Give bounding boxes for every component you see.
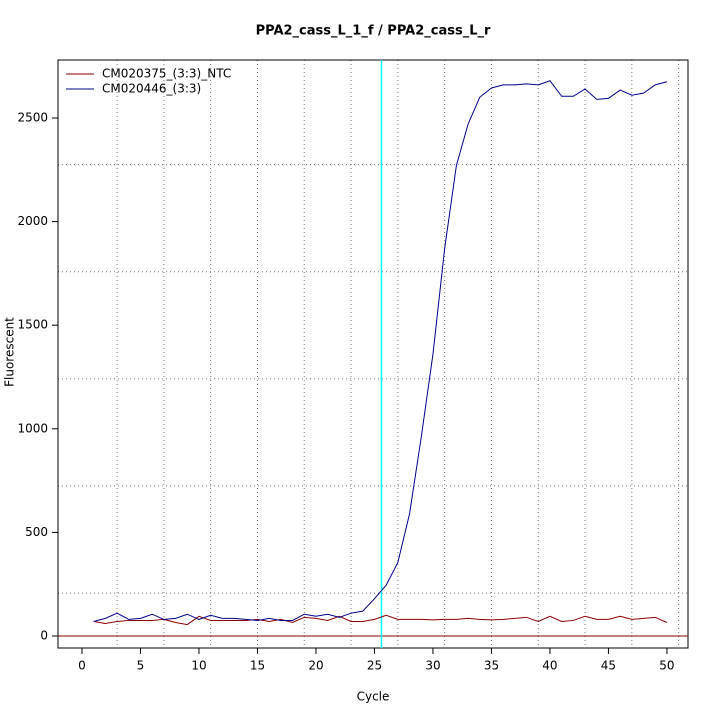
y-tick-label: 0 xyxy=(40,628,48,642)
x-tick-label: 10 xyxy=(191,659,206,673)
x-tick-label: 35 xyxy=(484,659,499,673)
x-tick-label: 20 xyxy=(308,659,323,673)
x-tick-label: 5 xyxy=(137,659,145,673)
series-line xyxy=(93,614,668,626)
x-tick-label: 0 xyxy=(78,659,86,673)
legend-label: CM020375_(3:3)_NTC xyxy=(102,67,231,81)
chart-title: PPA2_cass_L_1_f / PPA2_cass_L_r xyxy=(256,24,491,39)
y-tick-label: 2500 xyxy=(17,111,48,125)
x-tick-label: 40 xyxy=(542,659,557,673)
y-tick-label: 1500 xyxy=(17,318,48,332)
y-tick-label: 500 xyxy=(25,525,48,539)
x-tick-label: 45 xyxy=(601,659,616,673)
x-axis-label: Cycle xyxy=(357,690,390,704)
x-tick-label: 30 xyxy=(425,659,440,673)
series-line xyxy=(93,80,668,622)
x-tick-label: 25 xyxy=(367,659,382,673)
plot-frame xyxy=(57,59,689,649)
x-tick-label: 50 xyxy=(659,659,674,673)
legend-label: CM020446_(3:3) xyxy=(102,82,201,96)
x-tick-label: 15 xyxy=(250,659,265,673)
y-tick-label: 2000 xyxy=(17,214,48,228)
y-tick-label: 1000 xyxy=(17,421,48,435)
y-axis-label: Fluorescent xyxy=(3,317,17,387)
